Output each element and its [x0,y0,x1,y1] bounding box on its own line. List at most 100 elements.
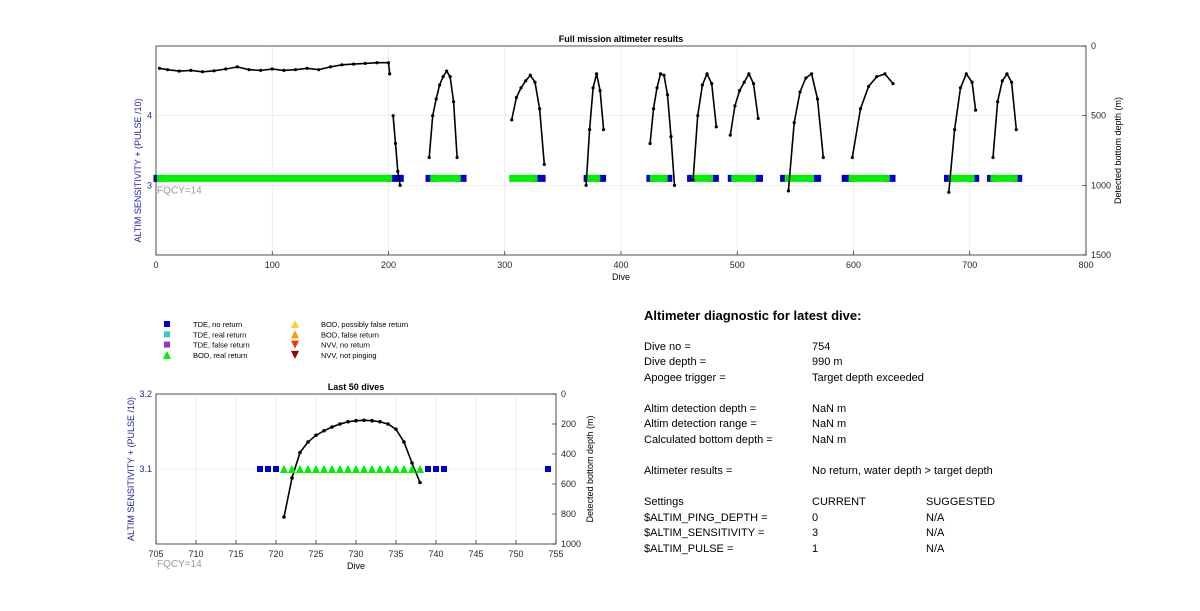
depth-point [798,90,802,94]
top-y-right-ticks: 0 500 1000 1500 [1082,41,1111,260]
tde-no-return-marker [265,466,271,472]
depth-point [810,72,814,76]
depth-point [991,155,995,160]
depth-point [751,82,756,86]
tde-no-return-marker [441,466,447,472]
bod-real-return-marker [416,465,424,473]
depth-point [705,72,709,76]
depth-point [247,68,251,72]
depth-point [665,93,670,97]
depth-point [394,427,398,432]
diag-label: Altimeter results = [644,465,733,477]
top-settings-markers [153,174,1023,182]
x-tick-label: 0 [153,260,158,270]
tde-no-return-marker [595,174,607,182]
depth-point [346,419,350,424]
depth-point [314,433,318,438]
bottom-y-right-ticks: 0 200 400 600 800 1000 [552,389,581,549]
x-tick-label: 705 [148,549,163,559]
diag-value: NaN m [812,403,847,415]
x-tick-label: 745 [468,549,483,559]
bod-real-return-marker [392,465,400,473]
depth-line [585,73,605,186]
y-right-tick-label: 600 [561,479,576,489]
diag-row-altim-detection-range: Altim detection range = NaN m [644,418,1164,432]
x-tick-label: 200 [381,260,396,270]
depth-point [524,79,528,83]
depth-point [1000,79,1004,83]
diag-label: Altim detection depth = [644,403,757,415]
depth-point [514,95,518,100]
depth-point [200,70,205,74]
legend-square-marker [164,341,170,348]
depth-point [317,68,321,72]
bod-real-return-marker [280,465,288,473]
settings-row-pulse: $ALTIM_PULSE = 1 N/A [644,543,1164,557]
setting-label: $ALTIM_PULSE = [644,543,734,555]
depth-point [386,61,391,65]
diag-row-altimeter-results: Altimeter results = No return, water dep… [644,465,1164,479]
depth-point [953,128,957,132]
depth-point [441,75,445,79]
depth-point [542,162,546,167]
depth-point [648,141,652,146]
depth-point [375,61,379,65]
depth-point [338,422,342,426]
depth-point [858,107,863,111]
depth-point [1005,72,1009,76]
depth-point [728,133,732,137]
depth-point [973,108,978,112]
depth-point [584,183,588,187]
setting-label: $ALTIM_PING_DEPTH = [644,512,768,524]
diag-label: Calculated bottom depth = [644,434,773,446]
depth-line [948,72,977,193]
legend-square-marker [164,321,170,327]
settings-row-sensitivity: $ALTIM_SENSITIVITY = 3 N/A [644,527,1164,541]
y-right-tick-label: 500 [1091,111,1106,121]
tde-no-return-marker [751,174,763,182]
tde-no-return-marker [455,174,467,182]
depth-point [672,183,677,187]
legend-triangle-up-marker [291,330,299,339]
depth-point [594,72,599,76]
depth-line [159,61,391,74]
depth-point [427,155,431,160]
depth-line [992,72,1018,158]
legend-label: TDE, no return [193,320,242,329]
x-tick-label: 720 [268,549,283,559]
top-y-right-axis-label: Detected bottom depth (m) [1113,97,1123,204]
depth-point [340,63,344,67]
setting-suggested: N/A [926,527,945,539]
diag-value: Target depth exceeded [812,372,924,384]
last-50-dives-chart: 705 710 715 720 725 730 735 740 745 750 755 3.1 3.2… [126,382,595,571]
bod-real-return-marker [296,465,304,473]
tde-no-return-marker [884,174,896,182]
diag-value: 754 [812,341,831,353]
bod-real-return-marker [990,174,1018,182]
depth-point [533,80,537,84]
bod-real-return-marker [376,465,384,473]
depth-point [815,97,820,101]
diag-row-apogee-trigger: Apogee trigger = Target depth exceeded [644,372,1164,386]
depth-point [691,178,695,182]
x-tick-label: 500 [730,260,745,270]
depth-point [189,68,193,72]
settings-header-suggested: SUGGESTED [926,496,996,508]
bod-real-return-marker [352,465,360,473]
diag-row-calculated-bottom-depth: Calculated bottom depth = NaN m [644,434,1164,448]
y-right-tick-label: 1000 [1091,180,1111,190]
depth-point [290,476,294,480]
depth-point [651,107,656,111]
diag-label: Dive depth = [644,356,707,368]
legend-square-marker [164,331,170,338]
diag-row-altim-detection-depth: Altim detection depth = NaN m [644,403,1164,417]
setting-label: $ALTIM_SENSITIVITY = [644,527,765,539]
bod-real-return-marker [509,174,538,182]
depth-point [378,419,382,424]
depth-point [875,75,879,79]
depth-point [867,84,871,89]
bottom-fqcy-annotation: FQCY=14 [157,559,202,570]
top-y-left-ticks: 34 [147,111,152,191]
diag-value: No return, water depth > target depth [812,465,993,477]
diag-value: NaN m [812,418,847,430]
